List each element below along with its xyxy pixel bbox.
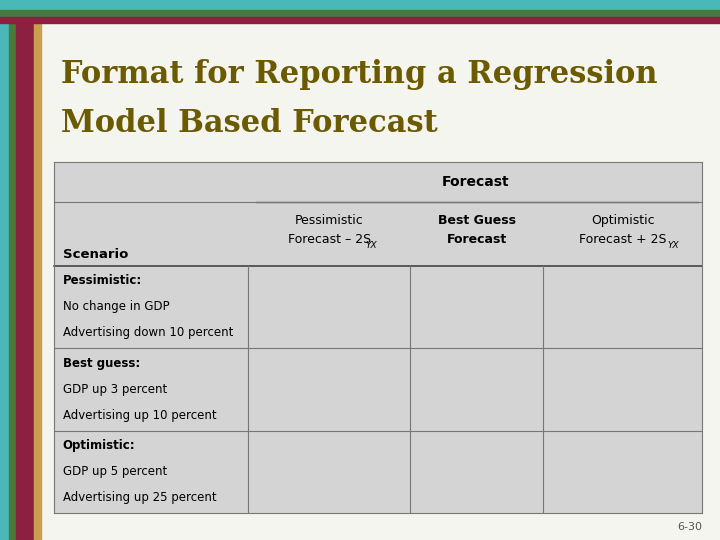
Text: Advertising down 10 percent: Advertising down 10 percent (63, 326, 233, 339)
Text: Advertising up 25 percent: Advertising up 25 percent (63, 491, 216, 504)
Text: GDP up 5 percent: GDP up 5 percent (63, 465, 167, 478)
Text: Pessimistic: Pessimistic (295, 214, 364, 227)
Text: YX: YX (365, 241, 377, 251)
Text: Forecast + 2S: Forecast + 2S (579, 233, 667, 246)
Text: No change in GDP: No change in GDP (63, 300, 169, 313)
Text: Best guess:: Best guess: (63, 357, 140, 370)
Text: Forecast: Forecast (446, 233, 507, 246)
Text: YX: YX (667, 241, 679, 251)
Text: Forecast: Forecast (441, 175, 509, 189)
Text: Advertising up 10 percent: Advertising up 10 percent (63, 409, 216, 422)
Text: Optimistic: Optimistic (591, 214, 654, 227)
Text: Forecast – 2S: Forecast – 2S (288, 233, 371, 246)
Text: Format for Reporting a Regression: Format for Reporting a Regression (61, 59, 658, 90)
Text: 6-30: 6-30 (677, 522, 702, 532)
Text: Optimistic:: Optimistic: (63, 440, 135, 453)
Text: GDP up 3 percent: GDP up 3 percent (63, 383, 167, 396)
Text: Model Based Forecast: Model Based Forecast (61, 108, 438, 139)
Text: Scenario: Scenario (63, 248, 128, 261)
Text: Best Guess: Best Guess (438, 214, 516, 227)
Text: Pessimistic:: Pessimistic: (63, 274, 142, 287)
